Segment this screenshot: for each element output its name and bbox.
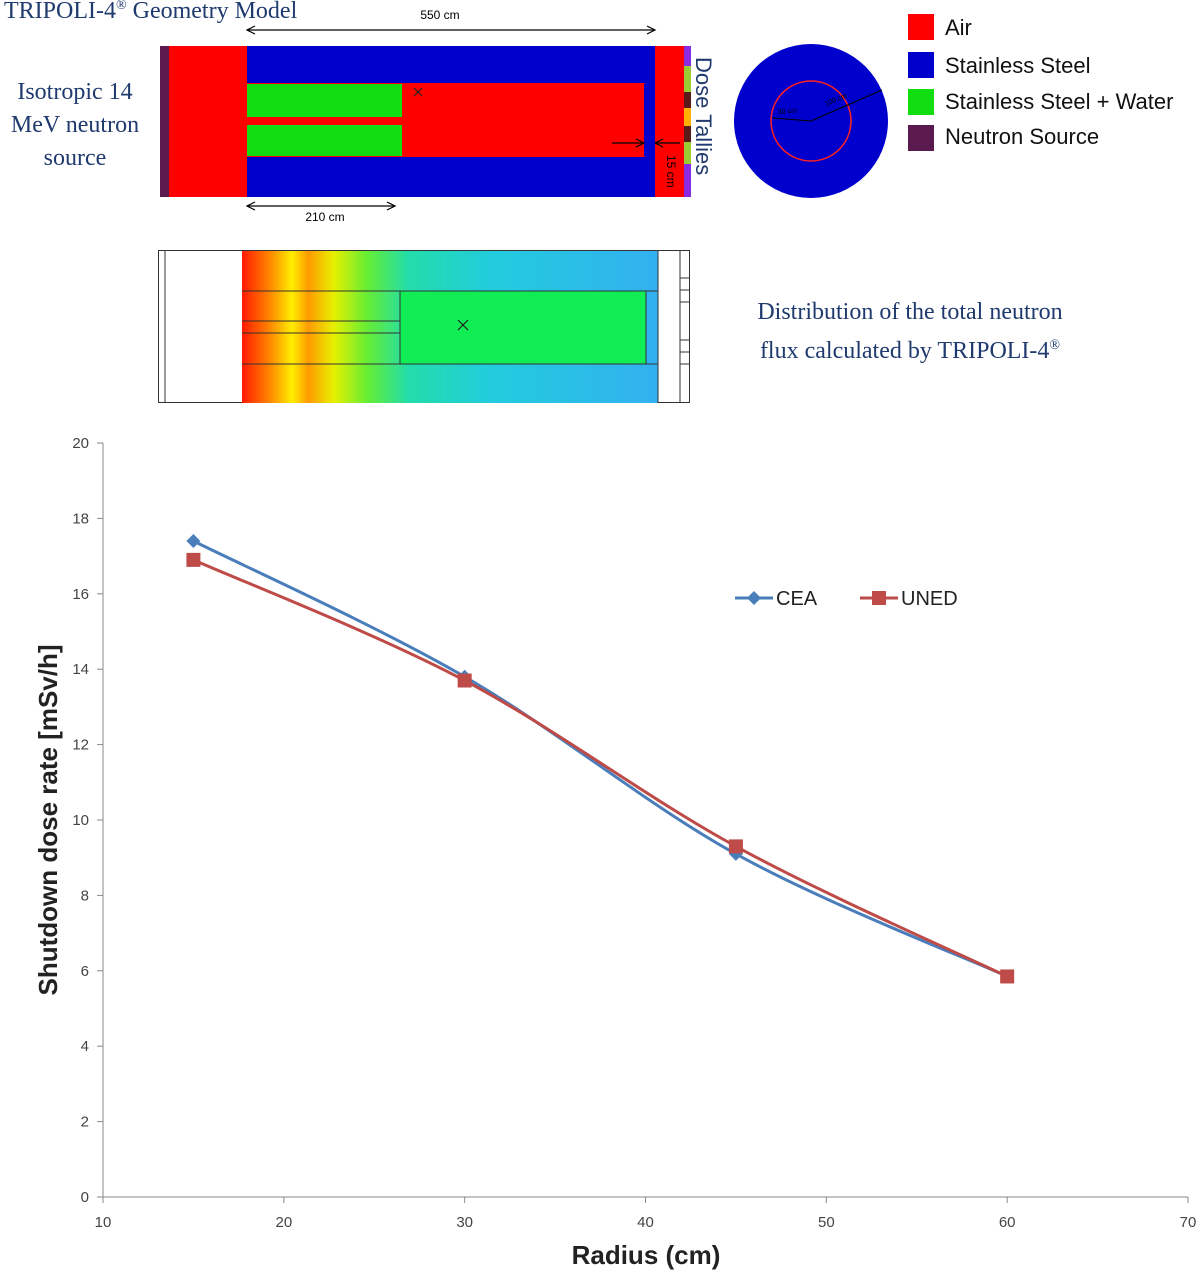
flux-map <box>158 250 690 403</box>
y-tick-label: 16 <box>72 586 89 603</box>
x-tick-label: 70 <box>1180 1214 1197 1231</box>
legend-marker-cea <box>747 591 761 605</box>
circle-r1-label: 30 cm <box>778 108 798 116</box>
y-tick-label: 8 <box>81 887 89 904</box>
series-line-uned <box>192 558 1008 978</box>
air-right-region <box>655 46 684 197</box>
flux-inner-region <box>399 290 647 365</box>
x-tick-label: 10 <box>95 1214 112 1231</box>
cross-section-diagram: 30 cm 100 cm <box>734 44 888 198</box>
y-tick-label: 18 <box>72 510 89 527</box>
y-tick-label: 6 <box>81 963 89 980</box>
y-tick-label: 12 <box>72 737 89 754</box>
y-tick-label: 14 <box>72 661 89 678</box>
x-tick-label: 20 <box>275 1214 292 1231</box>
data-point-uned <box>457 673 472 688</box>
dose-tallies-label: Dose Tallies <box>691 57 716 175</box>
y-axis-label: Shutdown dose rate [mSv/h] <box>33 644 63 995</box>
dim-length-2-label: 210 cm <box>305 210 344 224</box>
x-tick-label: 40 <box>637 1214 654 1231</box>
series-line-cea <box>192 539 1008 978</box>
legend-swatch-neutron-source <box>908 125 934 151</box>
steel-end-piece <box>644 84 654 156</box>
y-tick-label: 2 <box>81 1114 89 1131</box>
x-tick-label: 30 <box>456 1214 473 1231</box>
neutron-source-region <box>160 46 169 197</box>
y-tick-label: 10 <box>72 812 89 829</box>
x-axis-label: Radius (cm) <box>572 1240 721 1270</box>
flux-caption: Distribution of the total neutron flux c… <box>757 299 1063 364</box>
x-tick-label: 50 <box>818 1214 835 1231</box>
air-left-region <box>169 46 247 197</box>
source-label: Isotropic 14 MeV neutron source <box>10 79 140 171</box>
legend-swatch-steel <box>908 52 934 78</box>
data-point-uned <box>1000 969 1015 984</box>
steel-water-block-bottom <box>247 125 402 156</box>
data-point-uned <box>186 552 201 567</box>
legend-label-cea: CEA <box>776 588 818 610</box>
flux-cross-marker <box>457 319 469 331</box>
dim-length-label: 550 cm <box>420 8 459 22</box>
y-tick-label: 0 <box>81 1189 89 1206</box>
legend-label-steel-water: Stainless Steel + Water <box>945 89 1174 114</box>
legend-swatch-air <box>908 14 934 40</box>
geometry-diagram: 550 cm 210 cm 15 cm Dose Tallies <box>160 8 716 224</box>
legend-label-uned: UNED <box>901 588 958 610</box>
data-point-cea <box>186 534 201 549</box>
geometry-title: TRIPOLI-4® Geometry Model <box>4 0 298 24</box>
cross-marker <box>413 87 423 97</box>
dim-gap-label: 15 cm <box>664 155 678 188</box>
legend-label-air: Air <box>945 15 972 40</box>
x-tick-label: 60 <box>999 1214 1016 1231</box>
legend-marker-uned <box>872 591 886 605</box>
data-point-uned <box>728 839 743 854</box>
steel-water-block-top <box>247 84 402 117</box>
y-tick-label: 20 <box>72 435 89 452</box>
y-tick-label: 4 <box>81 1038 89 1055</box>
legend-label-steel: Stainless Steel <box>945 53 1091 78</box>
air-circle <box>770 80 852 162</box>
legend-label-neutron-source: Neutron Source <box>945 124 1100 149</box>
material-legend: Air Stainless Steel Stainless Steel + Wa… <box>908 14 1200 154</box>
legend-swatch-steel-water <box>908 89 934 115</box>
